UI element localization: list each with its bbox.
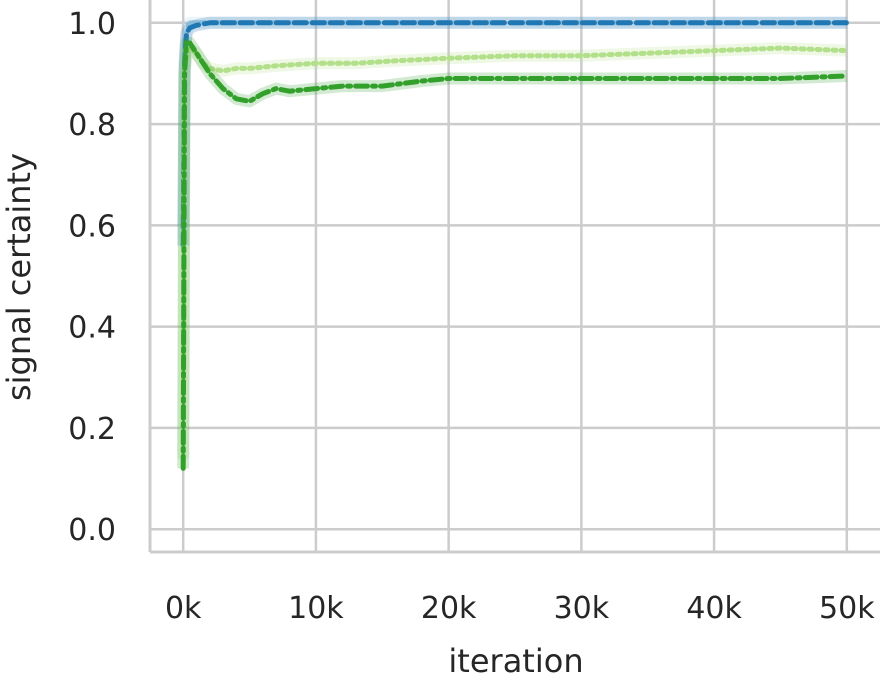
- x-tick-labels: 0k 10k 20k 30k 40k 50k: [165, 591, 875, 626]
- y-tick-label: 0.2: [68, 412, 116, 447]
- y-axis-label: signal certainty: [0, 153, 38, 401]
- series-band-3: [177, 37, 848, 469]
- x-tick-label: 10k: [288, 591, 344, 626]
- x-axis-label: iteration: [448, 642, 583, 680]
- y-tick-label: 0.6: [68, 209, 116, 244]
- series-line-3: [180, 40, 850, 471]
- y-tick-label: 0.8: [68, 108, 116, 143]
- x-tick-label: 40k: [686, 591, 742, 626]
- x-tick-label: 50k: [819, 591, 875, 626]
- plot-lines: [177, 16, 850, 471]
- x-tick-label: 0k: [165, 591, 202, 626]
- y-tick-label: 0.4: [68, 311, 116, 346]
- y-tick-labels: 0.0 0.2 0.4 0.6 0.8 1.0: [68, 7, 116, 548]
- axes-frame: [148, 0, 880, 554]
- series-line-2: [180, 45, 850, 461]
- x-tick-label: 30k: [554, 591, 610, 626]
- y-tick-label: 0.0: [68, 513, 116, 548]
- x-tick-label: 20k: [421, 591, 477, 626]
- series-band-2: [177, 42, 848, 459]
- series-line-1: [180, 20, 850, 249]
- y-tick-label: 1.0: [68, 7, 116, 42]
